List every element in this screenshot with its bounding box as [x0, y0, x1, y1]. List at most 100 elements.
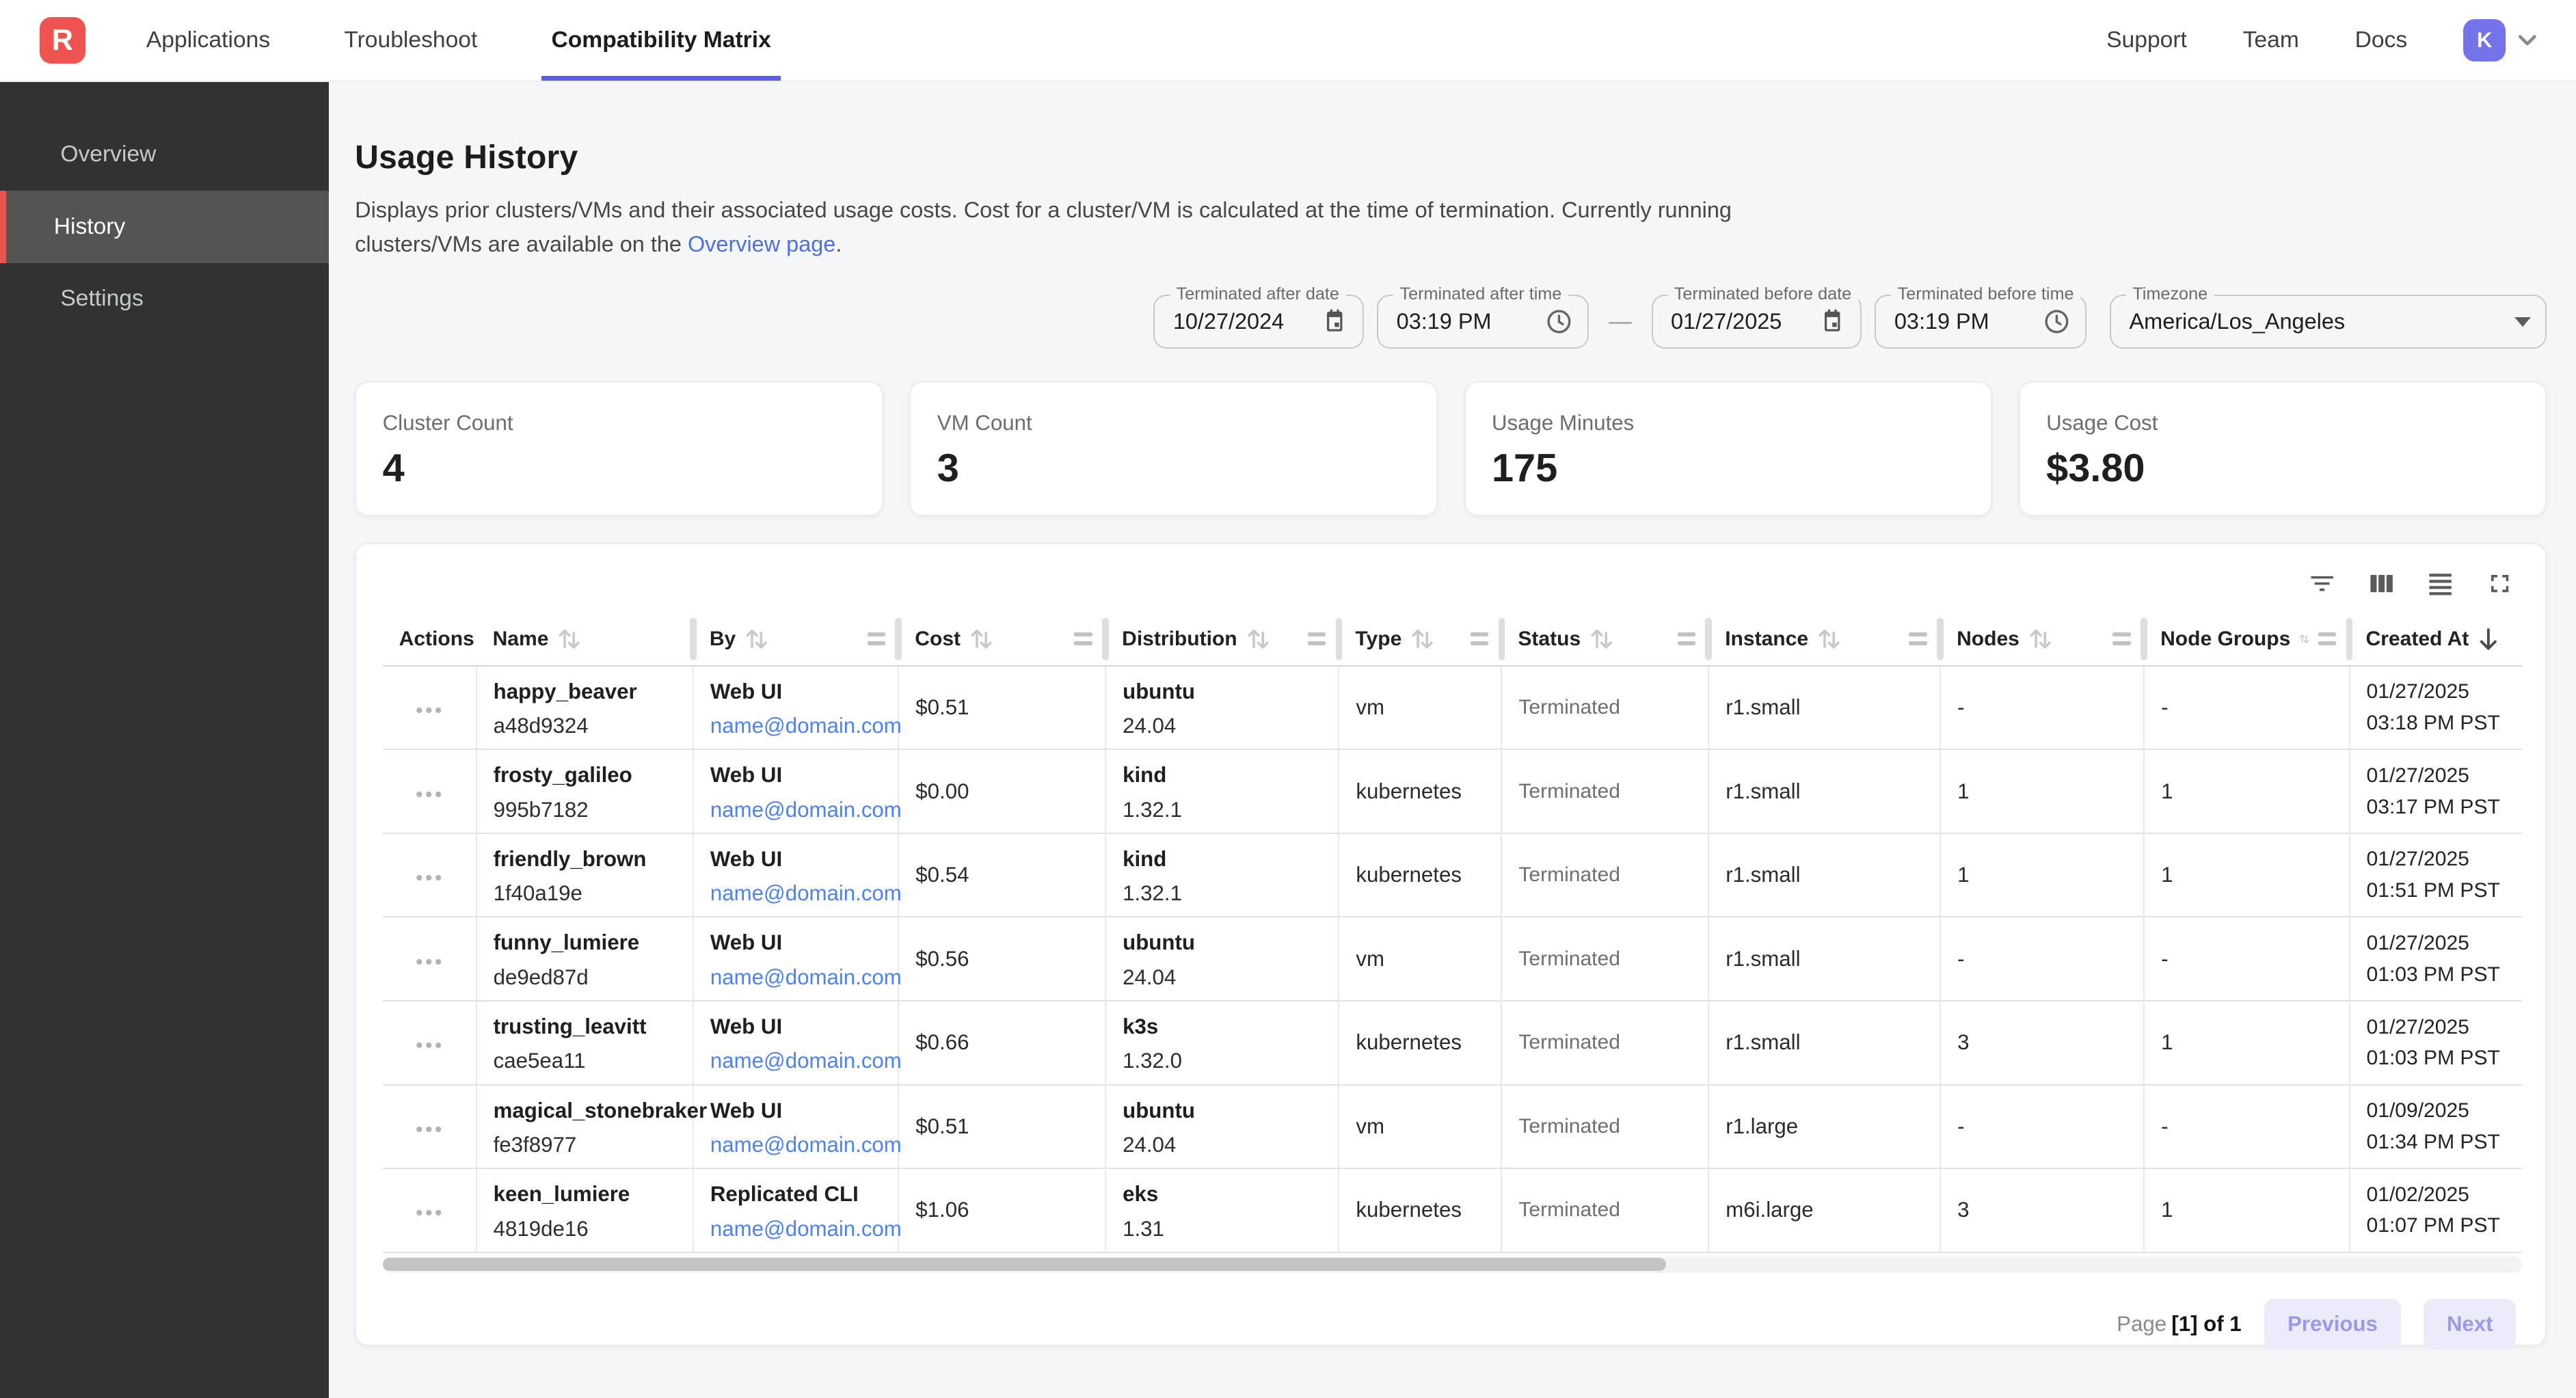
ellipsis-icon — [416, 791, 442, 797]
column-header-type[interactable]: Type — [1335, 613, 1502, 667]
row-actions-button[interactable] — [382, 749, 477, 833]
description-line1: Displays prior clusters/VMs and their as… — [355, 197, 1732, 222]
row-actions-button[interactable] — [382, 832, 477, 917]
sort-icon[interactable] — [969, 626, 993, 651]
tab-troubleshoot[interactable]: Troubleshoot — [344, 27, 478, 53]
filter-icon[interactable] — [2306, 567, 2339, 600]
column-menu-icon[interactable] — [1677, 632, 1695, 646]
cell-nodes: - — [1940, 916, 2145, 1001]
column-header-by[interactable]: By — [690, 613, 899, 667]
sidebar-item-history[interactable]: History — [0, 190, 329, 263]
column-menu-icon[interactable] — [1307, 632, 1326, 646]
stat-card-vm-count: VM Count 3 — [909, 381, 1438, 517]
email-link[interactable]: name@domain.com — [710, 1216, 902, 1241]
cell-type: kubernetes — [1339, 1168, 1503, 1253]
column-menu-icon[interactable] — [2318, 632, 2337, 646]
column-resize-handle[interactable] — [2141, 617, 2147, 660]
sort-icon[interactable] — [1589, 626, 1613, 651]
cell-cost: $0.51 — [898, 664, 1107, 750]
column-resize-handle[interactable] — [1498, 617, 1505, 660]
row-actions-button[interactable] — [382, 1168, 477, 1253]
sidebar-item-overview[interactable]: Overview — [60, 141, 157, 167]
sort-icon[interactable] — [1246, 626, 1270, 651]
row-actions-button[interactable] — [382, 916, 477, 1001]
terminated-before-date-field[interactable]: Terminated before date 01/27/2025 — [1651, 284, 1862, 349]
sort-icon[interactable] — [556, 626, 581, 651]
cell-created-at: 01/27/2025 03:17 PM PST — [2349, 749, 2522, 833]
email-link[interactable]: name@domain.com — [710, 881, 902, 906]
column-menu-icon[interactable] — [2112, 632, 2131, 646]
column-header-name[interactable]: Name — [476, 613, 693, 667]
horizontal-scrollbar[interactable] — [382, 1256, 2522, 1273]
cell-distribution: k3s 1.32.0 — [1105, 999, 1340, 1085]
column-header-cost[interactable]: Cost — [895, 613, 1106, 667]
terminated-before-time-field[interactable]: Terminated before time 03:19 PM — [1875, 284, 2087, 349]
terminated-after-time-field[interactable]: Terminated after time 03:19 PM — [1377, 284, 1589, 349]
sort-icon[interactable] — [744, 626, 768, 651]
sort-icon[interactable] — [2298, 626, 2310, 651]
cell-nodes: - — [1940, 1084, 2145, 1169]
tab-applications[interactable]: Applications — [146, 27, 271, 53]
dropdown-arrow-icon — [2514, 317, 2531, 327]
columns-icon[interactable] — [2365, 567, 2398, 600]
clock-icon[interactable] — [2043, 308, 2071, 336]
column-menu-icon[interactable] — [1909, 632, 1927, 646]
column-header-node-groups[interactable]: Node Groups — [2141, 613, 2350, 667]
scrollbar-thumb[interactable] — [382, 1257, 1667, 1272]
nav-link-support[interactable]: Support — [2106, 27, 2187, 53]
avatar[interactable]: K — [2463, 18, 2506, 62]
sort-icon[interactable] — [1816, 626, 1841, 651]
column-resize-handle[interactable] — [895, 617, 902, 660]
column-header-created-at[interactable]: Created At — [2346, 613, 2522, 667]
next-button[interactable]: Next — [2424, 1298, 2517, 1350]
email-link[interactable]: name@domain.com — [710, 1049, 902, 1073]
sort-icon[interactable] — [2028, 626, 2052, 651]
cell-node-groups: 1 — [2144, 749, 2350, 833]
clock-icon[interactable] — [1545, 308, 1573, 336]
chevron-down-icon[interactable] — [2516, 29, 2539, 52]
replicated-logo[interactable]: R — [39, 17, 85, 64]
column-resize-handle[interactable] — [1102, 617, 1109, 660]
cell-type: vm — [1339, 916, 1503, 1001]
column-header-instance[interactable]: Instance — [1705, 613, 1941, 667]
timezone-select[interactable]: Timezone America/Los_Angeles — [2110, 284, 2547, 349]
fullscreen-icon[interactable] — [2483, 567, 2516, 600]
column-header-distribution[interactable]: Distribution — [1102, 613, 1339, 667]
sort-desc-icon[interactable] — [2477, 626, 2500, 651]
previous-button[interactable]: Previous — [2264, 1298, 2401, 1350]
column-resize-handle[interactable] — [2346, 617, 2353, 660]
cell-type: kubernetes — [1339, 999, 1503, 1085]
row-actions-button[interactable] — [382, 1084, 477, 1169]
column-header-status[interactable]: Status — [1498, 613, 1709, 667]
row-actions-button[interactable] — [382, 664, 477, 750]
column-resize-handle[interactable] — [1335, 617, 1343, 660]
calendar-icon[interactable] — [1819, 308, 1845, 334]
field-label: Terminated before time — [1891, 284, 2081, 305]
terminated-after-date-field[interactable]: Terminated after date 10/27/2024 — [1153, 284, 1365, 349]
email-link[interactable]: name@domain.com — [710, 1133, 902, 1157]
column-menu-icon[interactable] — [867, 632, 886, 646]
cell-by: Web UI name@domain.com — [693, 916, 902, 1001]
column-menu-icon[interactable] — [1074, 632, 1092, 646]
nav-link-team[interactable]: Team — [2242, 27, 2299, 53]
column-resize-handle[interactable] — [1705, 617, 1712, 660]
calendar-icon[interactable] — [1321, 308, 1347, 334]
cell-by: Web UI name@domain.com — [693, 749, 902, 833]
sidebar-item-settings[interactable]: Settings — [60, 286, 144, 312]
overview-page-link[interactable]: Overview page — [687, 232, 836, 257]
cell-instance: m6i.large — [1708, 1168, 1942, 1253]
density-icon[interactable] — [2424, 567, 2457, 600]
tab-compatibility-matrix[interactable]: Compatibility Matrix — [541, 0, 781, 81]
column-resize-handle[interactable] — [690, 617, 697, 660]
row-actions-button[interactable] — [382, 999, 477, 1085]
email-link[interactable]: name@domain.com — [710, 714, 902, 738]
nav-link-docs[interactable]: Docs — [2354, 27, 2408, 53]
email-link[interactable]: name@domain.com — [710, 965, 902, 989]
ellipsis-icon — [416, 875, 442, 881]
email-link[interactable]: name@domain.com — [710, 797, 902, 822]
sort-icon[interactable] — [1410, 626, 1434, 651]
column-menu-icon[interactable] — [1470, 632, 1489, 646]
column-resize-handle[interactable] — [1937, 617, 1944, 660]
column-header-nodes[interactable]: Nodes — [1937, 613, 2145, 667]
